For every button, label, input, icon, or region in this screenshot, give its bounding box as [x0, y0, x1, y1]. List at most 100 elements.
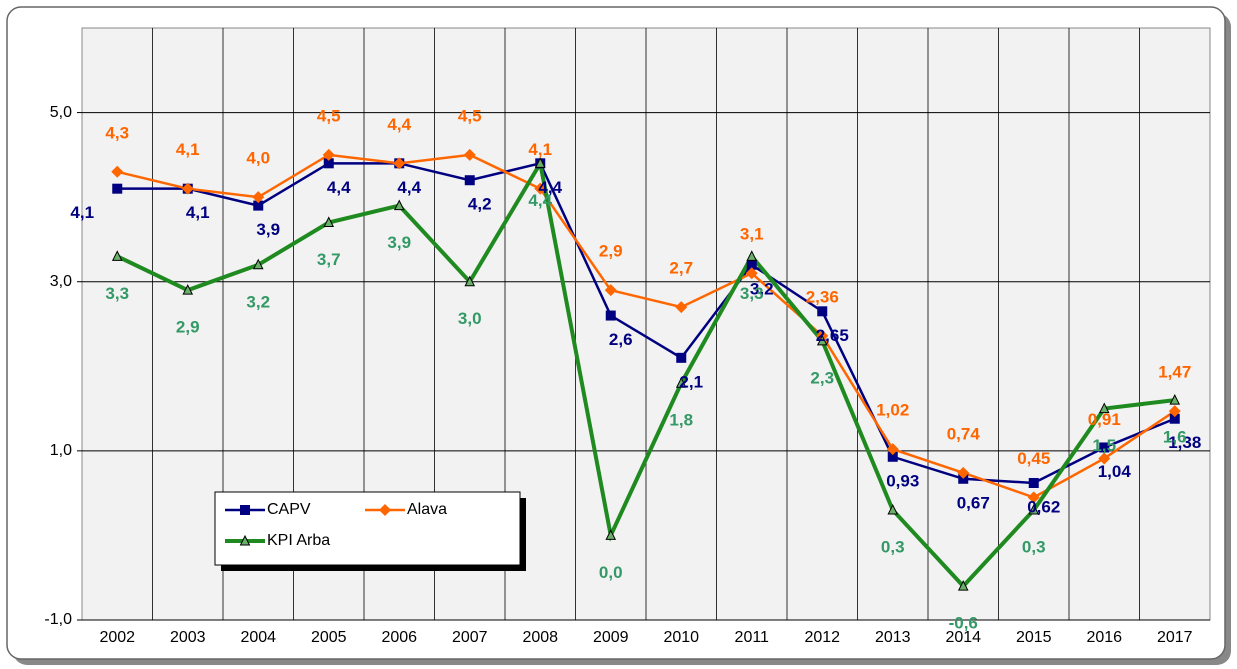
marker [379, 504, 391, 516]
data-label: 4,1 [528, 140, 552, 159]
marker [393, 157, 406, 170]
marker [111, 165, 124, 178]
data-label: 0,45 [1017, 449, 1050, 468]
marker [886, 443, 899, 456]
legend-label: Alava [407, 501, 447, 518]
data-label: 2,65 [816, 326, 849, 345]
marker [1099, 442, 1110, 453]
marker [957, 580, 969, 591]
x-tick-label: 2011 [735, 629, 770, 646]
marker [605, 310, 616, 321]
marker [239, 534, 251, 546]
marker [1168, 405, 1181, 418]
data-label: 3,7 [317, 250, 341, 269]
data-label: 2,36 [806, 287, 839, 306]
x-tick-label: 2003 [170, 629, 206, 646]
marker [534, 182, 547, 195]
marker [745, 267, 758, 280]
data-label: 1,04 [1098, 462, 1132, 481]
marker [464, 175, 475, 186]
marker [676, 352, 687, 363]
marker [604, 284, 617, 297]
x-tick-label: 2012 [804, 629, 840, 646]
data-label: 2,3 [810, 368, 834, 387]
data-label: 2,6 [609, 330, 633, 349]
marker [887, 503, 899, 515]
data-label: 0,93 [886, 471, 919, 490]
marker [887, 451, 898, 462]
marker [240, 505, 250, 515]
x-tick-label: 2017 [1157, 629, 1193, 646]
marker [253, 200, 264, 211]
x-tick-label: 2013 [875, 629, 911, 646]
data-label: 1,8 [669, 411, 693, 430]
data-label: 4,2 [468, 195, 492, 214]
x-tick-label: 2015 [1016, 629, 1052, 646]
marker [323, 158, 334, 169]
data-label: 0,3 [1022, 538, 1046, 557]
data-label: 3,2 [750, 279, 774, 298]
y-tick-label: 1,0 [50, 442, 72, 459]
marker [1169, 393, 1181, 405]
legend-label: CAPV [267, 501, 311, 518]
x-tick-label: 2007 [452, 629, 488, 646]
marker [675, 377, 687, 388]
series-line [117, 161, 1176, 485]
data-label: 3,1 [740, 225, 764, 244]
data-label: 4,4 [538, 178, 562, 197]
marker [957, 466, 970, 479]
data-label: 3,3 [740, 284, 764, 303]
marker [252, 191, 265, 204]
marker [816, 334, 828, 346]
data-label: 3,0 [458, 309, 482, 328]
marker [1098, 402, 1110, 414]
x-tick-label: 2004 [240, 629, 276, 646]
data-label: 4,4 [387, 115, 411, 134]
marker [181, 182, 194, 195]
x-tick-label: 2010 [663, 629, 699, 646]
marker [675, 301, 688, 314]
marker [323, 216, 335, 228]
data-label: 4,3 [105, 123, 129, 142]
y-tick-label: -1,0 [44, 611, 72, 628]
series-line [116, 153, 1176, 499]
marker [393, 199, 405, 211]
data-label: 3,9 [387, 233, 411, 252]
data-label: 1,6 [1163, 428, 1187, 447]
data-label: 0,91 [1088, 410, 1121, 429]
x-tick-label: 2008 [522, 629, 558, 646]
data-label: 2,9 [599, 242, 623, 261]
legend [214, 491, 521, 566]
x-tick-label: 2009 [593, 629, 629, 646]
data-label: 4,4 [327, 178, 351, 197]
data-label: 1,02 [876, 401, 909, 420]
x-tick-label: 2005 [311, 629, 347, 646]
data-label: 0,3 [881, 538, 905, 557]
marker [1028, 503, 1040, 515]
marker [817, 306, 828, 317]
marker [746, 250, 758, 261]
data-label: 0,62 [1027, 497, 1060, 516]
data-label: 3,2 [246, 292, 270, 311]
data-label: 4,5 [458, 106, 482, 125]
data-label: 2,7 [669, 259, 693, 278]
data-label: 0,0 [599, 563, 623, 582]
marker [182, 284, 194, 295]
y-tick-label: 5,0 [50, 104, 72, 121]
marker [463, 148, 476, 161]
marker [252, 258, 264, 270]
marker [1027, 491, 1040, 504]
data-label: 4,5 [317, 106, 341, 125]
x-tick-label: 2014 [945, 629, 981, 646]
data-label: 0,74 [947, 424, 981, 443]
marker [111, 250, 123, 261]
marker [1169, 413, 1180, 424]
marker [1028, 477, 1039, 488]
data-label: 4,1 [186, 203, 210, 222]
marker [464, 275, 476, 287]
data-label: 4,1 [70, 203, 94, 222]
data-label: 1,5 [1092, 436, 1116, 455]
data-label: 3,3 [105, 284, 129, 303]
data-label: 2,1 [679, 372, 703, 391]
